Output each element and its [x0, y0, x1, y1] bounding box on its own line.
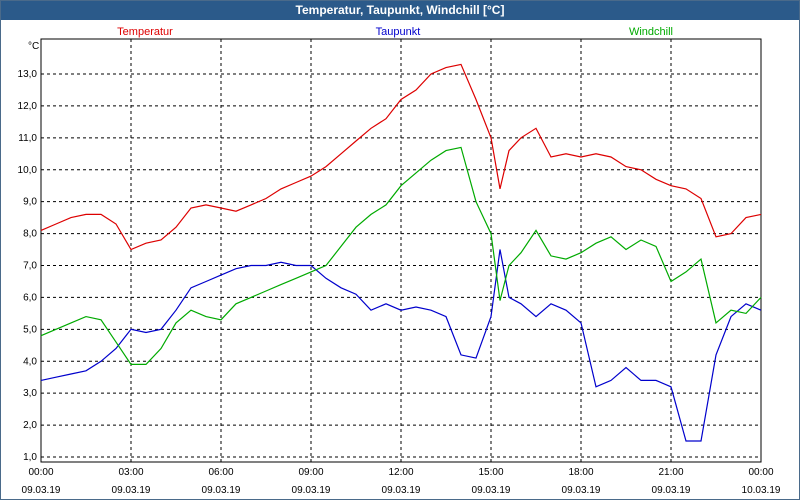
- x-tick-date: 09.03.19: [202, 485, 241, 496]
- x-tick-time: 03:00: [118, 467, 143, 478]
- x-tick-time: 15:00: [478, 467, 503, 478]
- y-tick-label: 8,0: [23, 229, 37, 240]
- series-line-temperatur: [40, 63, 762, 251]
- y-tick-label: 1,0: [23, 452, 37, 463]
- x-tick-time: 06:00: [208, 467, 233, 478]
- legend: Temperatur Taupunkt Windchill: [117, 26, 673, 38]
- y-axis-ticks: 1,0 2,0 3,0 4,0 5,0 6,0 7,0 8,0 9,0 10,0 11,0 12,0 1…: [18, 69, 38, 463]
- x-tick-date: 09.03.19: [562, 485, 601, 496]
- grid: [40, 38, 762, 463]
- y-tick-label: 5,0: [23, 324, 37, 335]
- x-tick-date: 09.03.19: [472, 485, 511, 496]
- y-tick-label: 11,0: [18, 133, 37, 144]
- chart-title: Temperatur, Taupunkt, Windchill [°C]: [1, 1, 799, 20]
- series-lines: [40, 63, 762, 442]
- series-line-taupunkt: [40, 249, 762, 442]
- x-tick-date: 09.03.19: [22, 485, 61, 496]
- series-line-windchill: [40, 146, 762, 365]
- x-tick-date: 09.03.19: [382, 485, 421, 496]
- y-tick-label: 7,0: [23, 261, 37, 272]
- y-tick-label: 3,0: [23, 388, 37, 399]
- x-tick-time: 21:00: [658, 467, 683, 478]
- y-axis-label: °C: [28, 41, 39, 52]
- y-tick-label: 12,0: [18, 101, 38, 112]
- x-tick-date: 09.03.19: [292, 485, 331, 496]
- x-tick-time: 09:00: [298, 467, 323, 478]
- x-tick-date: 09.03.19: [112, 485, 151, 496]
- x-tick-time: 00:00: [28, 467, 53, 478]
- legend-temperatur: Temperatur: [117, 26, 173, 38]
- x-tick-time: 00:00: [748, 467, 773, 478]
- y-tick-label: 6,0: [23, 292, 37, 303]
- legend-windchill: Windchill: [629, 26, 673, 38]
- x-axis-ticks: 00:00 09.03.19 03:00 09.03.19 06:00 09.03.19 0…: [22, 467, 781, 496]
- x-tick-date: 09.03.19: [652, 485, 691, 496]
- y-tick-label: 13,0: [18, 69, 38, 80]
- line-chart: Temperatur Taupunkt Windchill °C 1,0 2,0 3,0…: [18, 26, 781, 496]
- y-tick-label: 4,0: [23, 356, 37, 367]
- y-tick-label: 2,0: [23, 420, 37, 431]
- y-tick-label: 9,0: [23, 197, 37, 208]
- x-tick-time: 18:00: [568, 467, 593, 478]
- x-tick-date: 10.03.19: [742, 485, 781, 496]
- x-tick-time: 12:00: [388, 467, 413, 478]
- legend-taupunkt: Taupunkt: [376, 26, 421, 38]
- y-tick-label: 10,0: [18, 165, 38, 176]
